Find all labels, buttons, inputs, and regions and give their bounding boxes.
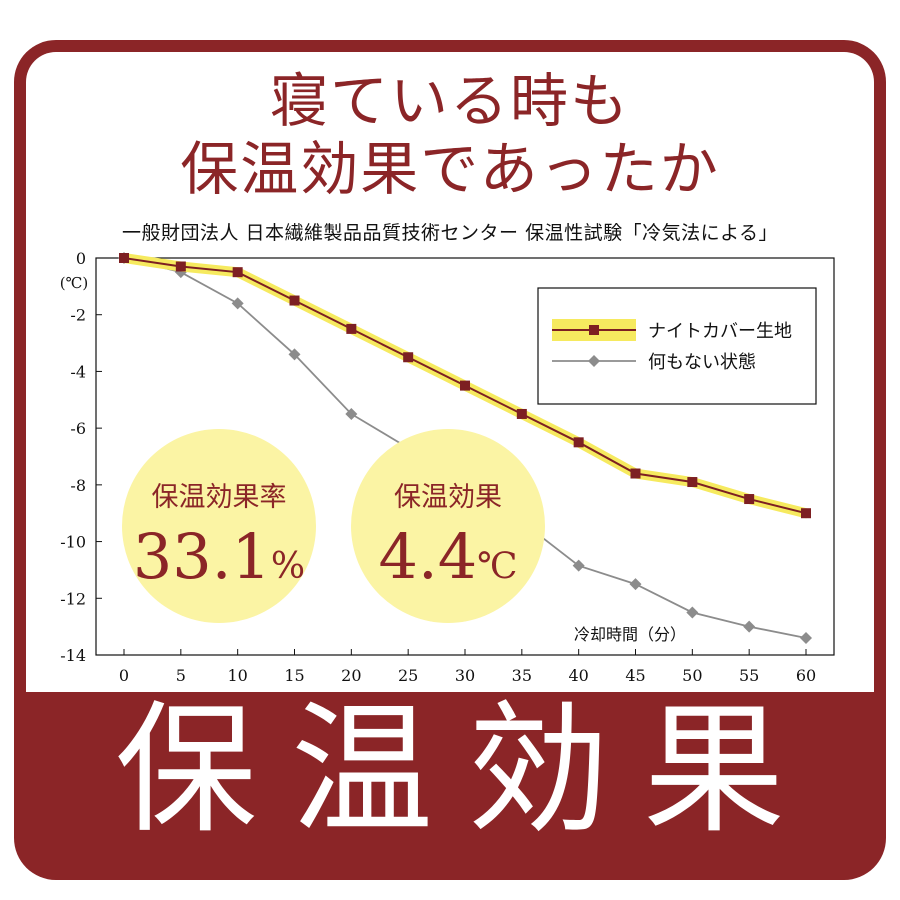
point-night-cover: [289, 295, 300, 306]
badges: 保温効果率 33.1% 保温効果 4.4℃: [122, 429, 545, 623]
point-night-cover: [744, 494, 755, 505]
x-tick-label: 50: [682, 666, 702, 685]
x-tick-label: 10: [227, 666, 247, 685]
point-night-cover: [232, 267, 243, 278]
badge-value: 33.1%: [133, 520, 305, 593]
x-tick-label: 30: [455, 666, 475, 685]
badge-circle: [122, 429, 316, 623]
x-tick-label: 60: [796, 666, 816, 685]
legend-marker-night-cover: [589, 325, 599, 335]
point-night-cover: [460, 380, 470, 391]
badge-label: 保温効果: [394, 482, 502, 513]
legend-box: [537, 287, 817, 405]
point-night-cover: [403, 352, 414, 363]
y-tick-label: -12: [60, 589, 86, 608]
x-tick-label: 45: [625, 666, 645, 685]
y-tick-label: -8: [70, 476, 86, 495]
x-tick-label: 15: [284, 666, 304, 685]
x-tick-label: 35: [512, 666, 532, 685]
x-tick-label: 5: [176, 666, 186, 685]
headline-line-2: 保温効果であったか: [180, 135, 720, 203]
x-tick-label: 40: [568, 666, 588, 685]
point-no-cover: [345, 407, 358, 420]
point-night-cover: [119, 253, 129, 263]
x-axis-label: 冷却時間（分）: [574, 625, 686, 644]
badge-label: 保温効果率: [152, 482, 287, 513]
y-tick-label: -10: [60, 533, 86, 552]
point-night-cover: [175, 261, 186, 272]
x-tick-label: 25: [398, 666, 418, 685]
y-axis-unit-label: (℃): [60, 274, 88, 292]
badge-circle: [351, 429, 545, 623]
point-no-cover: [800, 631, 812, 644]
badge-unit: %: [271, 546, 305, 587]
point-no-cover: [629, 578, 642, 591]
footer-caption: 保温効果: [115, 688, 819, 853]
x-tick-label: 55: [739, 666, 759, 685]
y-tick-label: 0: [76, 249, 86, 268]
badge-unit: ℃: [477, 546, 517, 587]
point-night-cover: [573, 437, 584, 448]
point-night-cover: [801, 508, 811, 519]
badge-number: 33.1: [133, 520, 271, 593]
y-tick-label: -14: [60, 646, 86, 665]
x-tick-label: 0: [119, 666, 129, 685]
point-night-cover: [687, 477, 698, 488]
x-tick-label: 20: [341, 666, 361, 685]
y-tick-label: -2: [70, 306, 86, 325]
point-no-cover: [686, 606, 699, 619]
badge-number: 4.4: [379, 520, 478, 593]
point-night-cover: [346, 323, 357, 334]
headline-line-1: 寝ている時も: [269, 67, 630, 135]
legend-label-night-cover: ナイトカバー生地: [648, 321, 792, 342]
test-description: 一般財団法人 日本繊維製品品質技術センター 保温性試験「冷気法による」: [121, 222, 778, 244]
point-night-cover: [516, 408, 527, 419]
point-no-cover: [743, 620, 756, 633]
y-tick-label: -6: [70, 419, 86, 438]
point-no-cover: [231, 297, 244, 310]
y-tick-label: -4: [70, 362, 86, 381]
legend-label-no-cover: 何もない状態: [648, 352, 756, 373]
point-night-cover: [630, 468, 641, 479]
badge-value: 4.4℃: [379, 520, 518, 593]
point-no-cover: [572, 559, 585, 572]
point-no-cover: [288, 348, 301, 361]
legend-marker-no-cover: [588, 355, 600, 367]
